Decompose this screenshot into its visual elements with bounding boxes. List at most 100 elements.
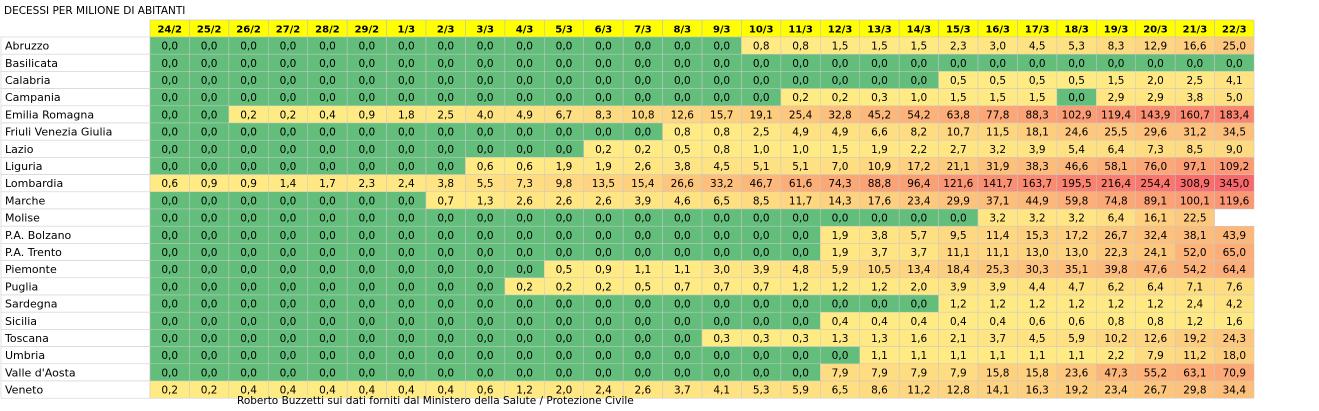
heat-cell-value: 0,0	[556, 230, 573, 242]
heat-cell-value: 0,0	[201, 127, 218, 139]
heat-cell-value: 0,0	[398, 75, 415, 87]
heat-cell-value: 0,0	[477, 75, 494, 87]
heat-cell-value: 0,0	[792, 316, 809, 328]
heat-cell-value: 0,0	[1147, 58, 1164, 70]
heat-cell-value: 21,1	[947, 161, 970, 173]
region-label: Marche	[5, 194, 46, 207]
heat-cell-value: 0,0	[201, 58, 218, 70]
heat-cell-value: 55,2	[1144, 367, 1167, 379]
heat-cell-value: 0,3	[792, 333, 809, 345]
heat-cell-value: 0,0	[398, 333, 415, 345]
heat-cell-value: 0,7	[674, 281, 691, 293]
heat-cell-value: 0,0	[595, 367, 612, 379]
heat-cell-value: 1,0	[753, 144, 770, 156]
heat-cell-value: 1,1	[989, 350, 1006, 362]
date-header-label: 16/3	[985, 25, 1010, 36]
region-label: Calabria	[5, 74, 51, 87]
heat-cell-value: 141,7	[983, 178, 1013, 190]
heat-cell-value: 0,2	[792, 92, 809, 104]
heat-cell-value: 2,6	[635, 385, 652, 397]
heat-cell-value: 0,0	[516, 75, 533, 87]
heat-cell-value: 0,0	[398, 350, 415, 362]
heat-cell-value: 0,0	[595, 299, 612, 311]
heat-cell-value: 24,3	[1223, 333, 1246, 345]
date-header-label: 6/3	[595, 25, 613, 36]
heat-cell-value: 0,0	[280, 350, 297, 362]
heat-cell-value: 25,4	[789, 109, 813, 121]
heat-cell-value: 0,0	[280, 41, 297, 53]
heat-cell-value: 1,5	[1029, 92, 1046, 104]
heat-cell-value: 5,0	[1226, 92, 1243, 104]
heat-cell-value: 0,2	[556, 281, 573, 293]
heat-cell-value: 31,9	[986, 161, 1009, 173]
heat-cell-value: 44,9	[1025, 195, 1048, 207]
heat-cell-value: 0,8	[713, 127, 730, 139]
heat-cell-value: 45,2	[868, 109, 891, 121]
heat-cell-value: 11,2	[907, 385, 930, 397]
heat-cell-value: 6,5	[713, 195, 730, 207]
heat-cell-value: 29,9	[947, 195, 970, 207]
heat-cell-value: 7,6	[1226, 281, 1243, 293]
date-header-label: 18/3	[1064, 25, 1089, 36]
heat-cell-value: 0,0	[516, 213, 533, 225]
heat-cell-value: 0,0	[319, 333, 336, 345]
heat-cell-value: 143,9	[1140, 109, 1170, 121]
heat-cell-value: 0,0	[201, 195, 218, 207]
heat-cell-value: 1,2	[1029, 299, 1046, 311]
heat-cell-value: 0,0	[516, 350, 533, 362]
heat-cell-value: 0,0	[753, 316, 770, 328]
heat-cell-value: 1,3	[832, 333, 849, 345]
heat-cell-value: 0,0	[477, 92, 494, 104]
heat-cell-value: 0,2	[516, 281, 533, 293]
heat-cell-value: 65,0	[1223, 247, 1246, 259]
heat-cell-value: 15,8	[1025, 367, 1048, 379]
heat-cell-value: 1,6	[911, 333, 928, 345]
heat-cell-value: 0,0	[635, 333, 652, 345]
heat-cell-value: 0,0	[713, 247, 730, 259]
heat-cell-value: 0,0	[556, 92, 573, 104]
heat-cell-value: 0,0	[161, 75, 178, 87]
heat-cell-value: 0,4	[398, 385, 415, 397]
heat-cell-value: 18,0	[1223, 350, 1246, 362]
date-header-label: 29/2	[355, 25, 380, 36]
heat-cell-value: 0,0	[635, 230, 652, 242]
heat-cell-value: 0,0	[911, 213, 928, 225]
heat-cell-value: 88,3	[1025, 109, 1048, 121]
heat-cell-value: 1,2	[1147, 299, 1164, 311]
heat-cell-value: 0,0	[161, 127, 178, 139]
heat-cell-value: 0,0	[319, 230, 336, 242]
heat-cell-value: 0,0	[161, 230, 178, 242]
heat-cell-value: 0,0	[437, 247, 454, 259]
heat-cell-value: 0,4	[871, 316, 888, 328]
heat-cell-value: 0,0	[1108, 58, 1125, 70]
heat-cell-value: 1,2	[792, 281, 809, 293]
heat-cell-value: 4,7	[1068, 281, 1085, 293]
heat-cell-value: 0,0	[477, 58, 494, 70]
heat-cell-value: 1,2	[989, 299, 1006, 311]
heat-cell-value: 0,0	[516, 127, 533, 139]
date-header-label: 3/3	[476, 25, 494, 36]
heat-cell-value: 0,0	[359, 75, 376, 87]
heat-cell-value: 43,9	[1223, 230, 1246, 242]
heat-cell-value: 0,0	[674, 299, 691, 311]
heat-cell-value: 183,4	[1219, 109, 1249, 121]
heat-cell-value: 0,0	[477, 299, 494, 311]
heat-cell-value: 0,0	[201, 264, 218, 276]
heat-cell-value: 3,2	[1068, 213, 1085, 225]
heat-cell-value: 0,0	[359, 127, 376, 139]
heat-cell-value: 1,2	[516, 385, 533, 397]
date-header-label: 19/3	[1104, 25, 1129, 36]
heat-cell-value: 0,0	[556, 247, 573, 259]
heat-cell-value: 33,2	[710, 178, 733, 190]
heat-cell-value: 0,0	[713, 299, 730, 311]
date-header-label: 24/2	[157, 25, 182, 36]
heat-cell-value: 0,0	[398, 316, 415, 328]
heat-cell-value: 0,0	[359, 41, 376, 53]
heat-cell-value: 0,0	[161, 247, 178, 259]
date-header-label: 5/3	[555, 25, 573, 36]
heat-cell-value: 0,0	[516, 367, 533, 379]
date-header-label: 2/3	[437, 25, 455, 36]
heat-cell-value: 0,4	[359, 385, 376, 397]
heat-cell-value: 0,0	[753, 58, 770, 70]
date-header-label: 1/3	[398, 25, 416, 36]
